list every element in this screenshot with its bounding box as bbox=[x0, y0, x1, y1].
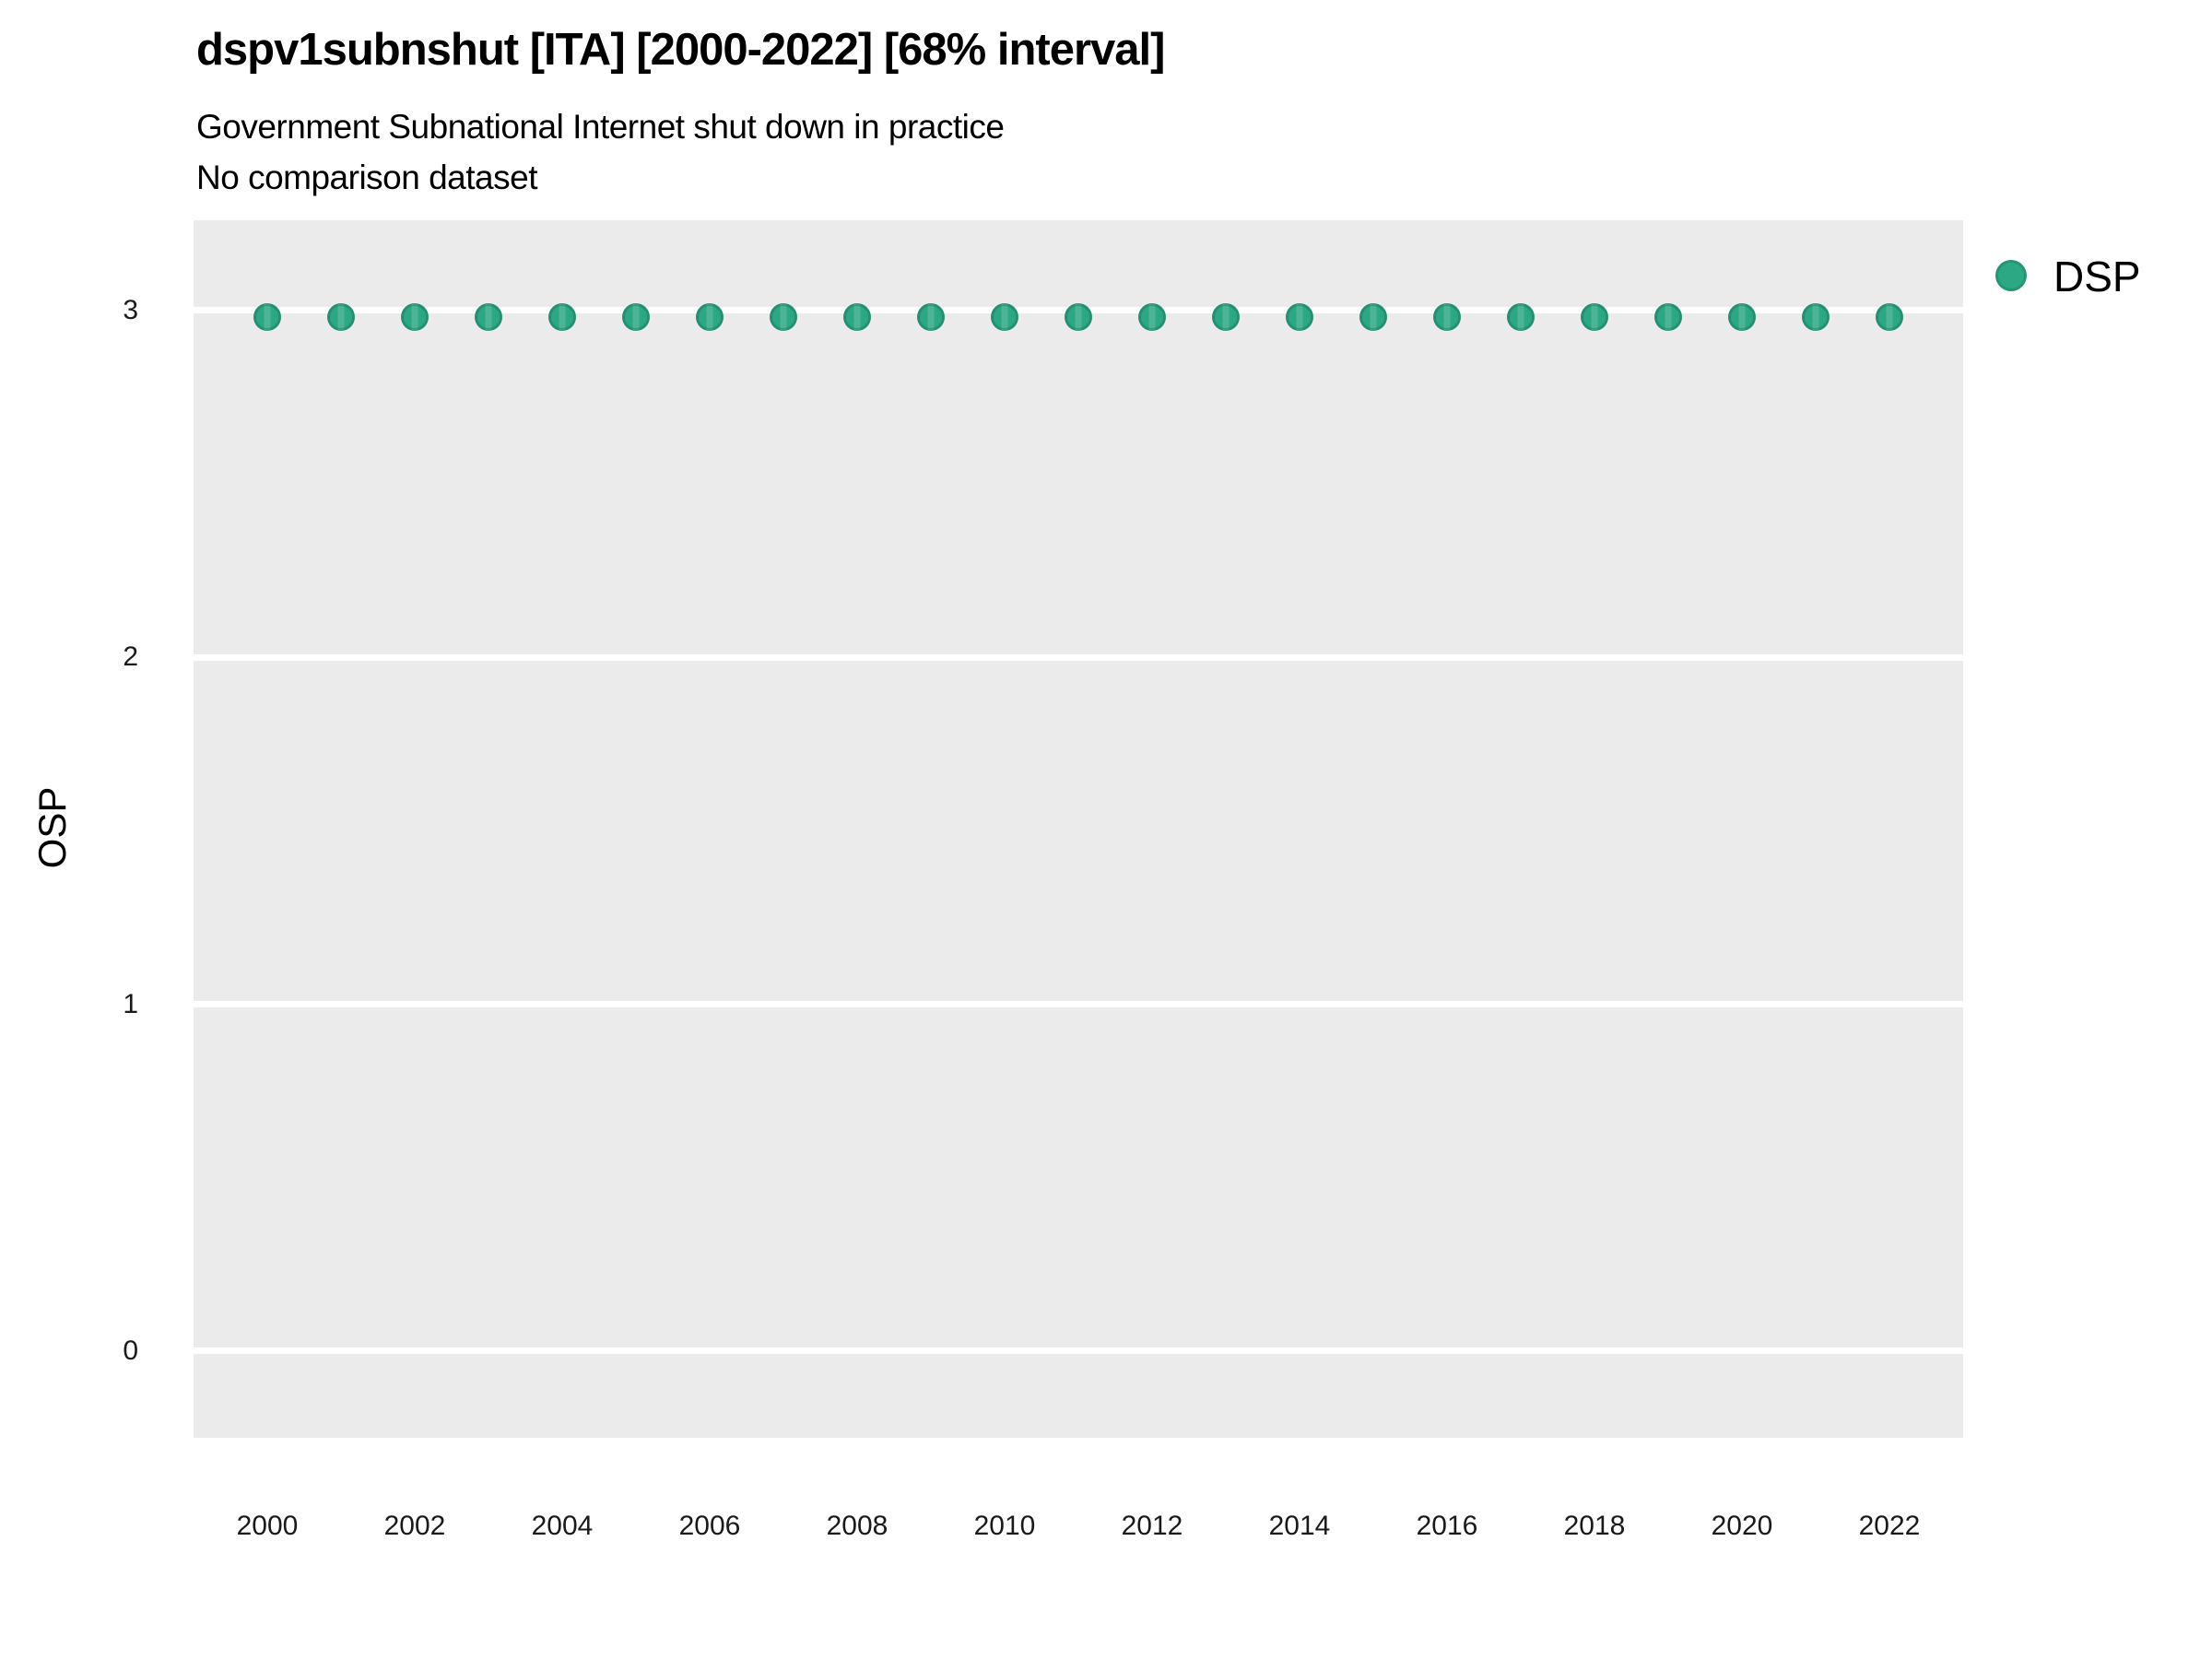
x-tick-label: 2008 bbox=[826, 1511, 888, 1541]
x-tick-label: 2002 bbox=[383, 1511, 446, 1541]
chart-title: dspv1subnshut [ITA] [2000-2022] [68% int… bbox=[196, 25, 1165, 75]
y-tick-label: 2 bbox=[123, 641, 138, 673]
x-tick-label: 2020 bbox=[1711, 1511, 1773, 1541]
data-point bbox=[1433, 303, 1461, 332]
data-point bbox=[1065, 303, 1092, 332]
y-tick-label: 1 bbox=[123, 988, 138, 1019]
data-point bbox=[1876, 303, 1903, 332]
x-tick-label: 2010 bbox=[973, 1511, 1036, 1541]
legend-marker-dot bbox=[1995, 260, 2027, 291]
data-point bbox=[475, 303, 502, 332]
x-tick-label: 2014 bbox=[1268, 1511, 1331, 1541]
data-point bbox=[548, 303, 576, 332]
data-point bbox=[917, 303, 945, 332]
plot-panel bbox=[194, 220, 1963, 1438]
x-tick-label: 2000 bbox=[236, 1511, 299, 1541]
data-point bbox=[1359, 303, 1387, 332]
y-tick-label: 0 bbox=[123, 1335, 138, 1366]
data-point bbox=[622, 303, 650, 332]
data-point bbox=[253, 303, 281, 332]
data-point bbox=[991, 303, 1018, 332]
data-point bbox=[770, 303, 797, 332]
data-point bbox=[1728, 303, 1756, 332]
data-point bbox=[1654, 303, 1682, 332]
x-tick-label: 2012 bbox=[1121, 1511, 1183, 1541]
y-tick-label: 3 bbox=[123, 294, 138, 325]
x-tick-label: 2022 bbox=[1858, 1511, 1921, 1541]
y-gridline bbox=[194, 653, 1963, 661]
chart-dataset-note: No comparison dataset bbox=[196, 159, 537, 196]
data-point bbox=[1286, 303, 1313, 332]
x-tick-label: 2016 bbox=[1416, 1511, 1478, 1541]
x-tick-label: 2018 bbox=[1563, 1511, 1626, 1541]
legend-label: DSP bbox=[2053, 253, 2141, 300]
data-point bbox=[1212, 303, 1240, 332]
data-point bbox=[1138, 303, 1166, 332]
data-point bbox=[696, 303, 724, 332]
y-gridline bbox=[194, 1001, 1963, 1008]
y-gridline bbox=[194, 1347, 1963, 1355]
data-point bbox=[1581, 303, 1608, 332]
y-axis-title-text: OSP bbox=[30, 786, 74, 869]
data-point bbox=[327, 303, 355, 332]
chart-subtitle: Government Subnational Internet shut dow… bbox=[196, 108, 1005, 146]
legend: DSP bbox=[1991, 249, 2212, 304]
x-tick-label: 2004 bbox=[531, 1511, 594, 1541]
data-point bbox=[1507, 303, 1535, 332]
x-tick-label: 2006 bbox=[678, 1511, 741, 1541]
data-point bbox=[401, 303, 429, 332]
data-point bbox=[843, 303, 871, 332]
data-point bbox=[1802, 303, 1830, 332]
